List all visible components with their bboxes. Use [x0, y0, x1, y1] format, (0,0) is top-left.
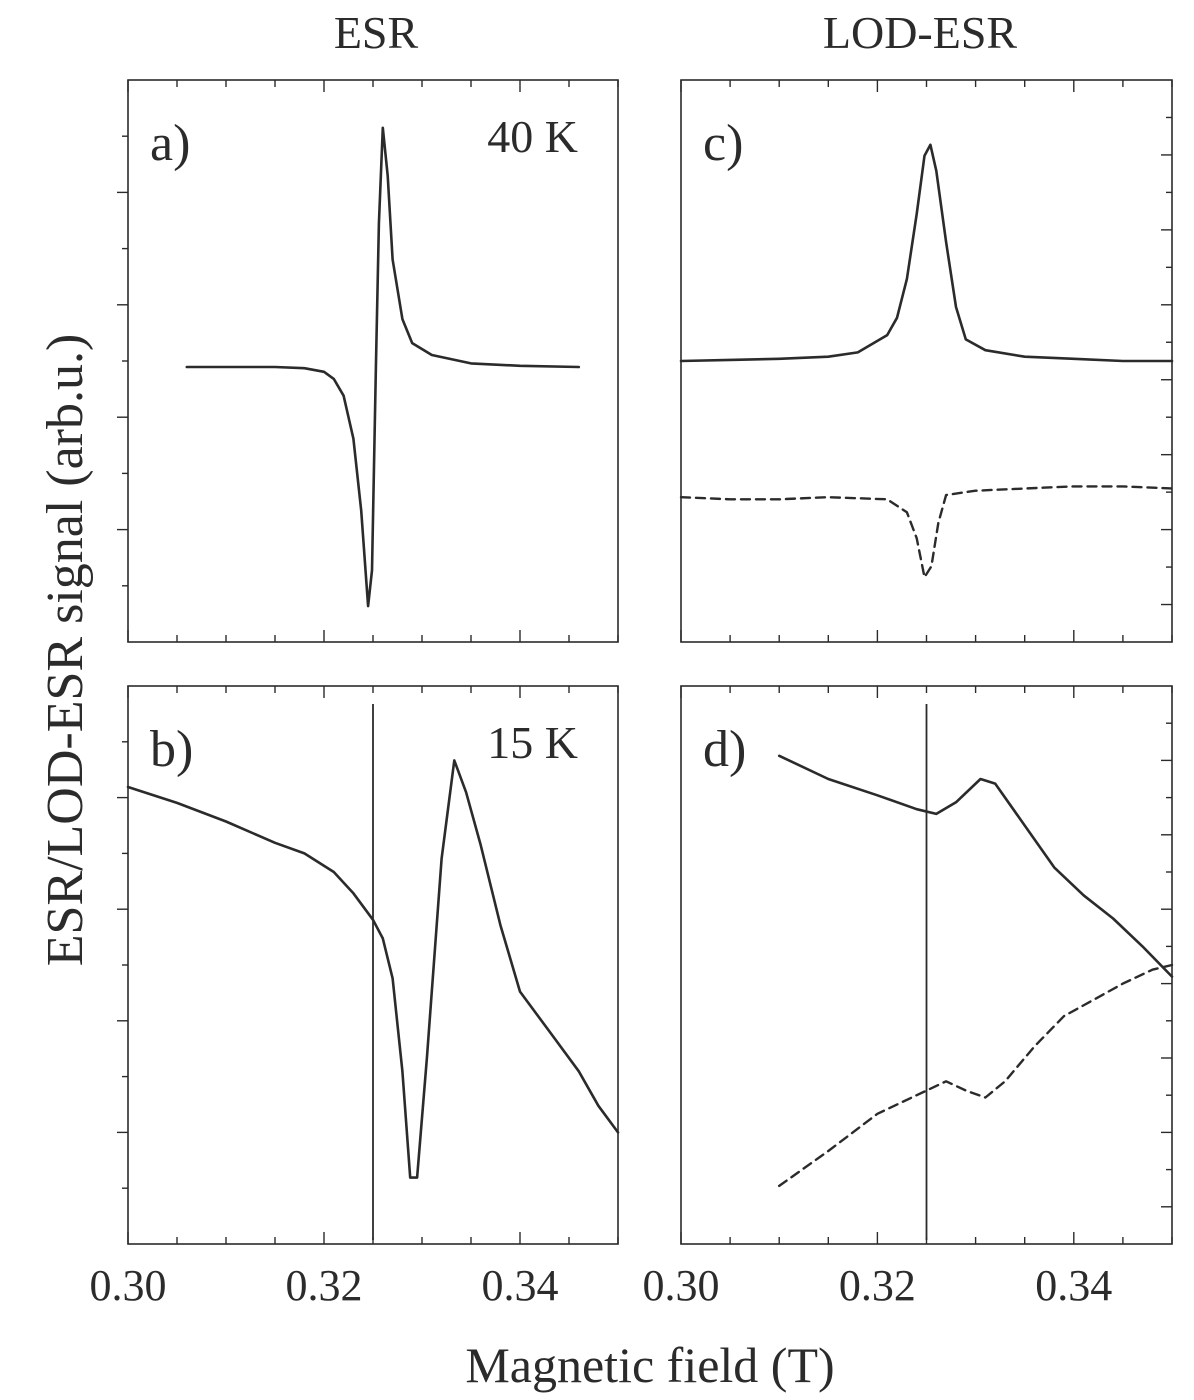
x-tick-label: 0.34: [482, 1261, 559, 1310]
x-tick-label: 0.32: [839, 1261, 916, 1310]
panel-c: c): [679, 79, 1174, 643]
panel-d: 0.30 0.32 0.34 d): [643, 685, 1174, 1310]
x-tick-label: 0.30: [90, 1261, 167, 1310]
panel-a: a) 40 K: [117, 79, 619, 643]
series-line-dashed: [679, 485, 1174, 579]
x-axis-label: Magnetic field (T): [465, 1337, 834, 1393]
x-tick-label: 0.30: [643, 1261, 720, 1310]
column-title-esr: ESR: [334, 7, 419, 58]
series-line-solid: [185, 126, 581, 608]
x-tick-label: 0.32: [286, 1261, 363, 1310]
panel-label: c): [703, 115, 743, 172]
series-line-solid: [679, 143, 1174, 363]
panel-b: 0.30 0.32 0.34 b) 15 K: [90, 685, 620, 1310]
panel-label: b): [150, 721, 193, 778]
temperature-label: 15 K: [487, 717, 578, 768]
series-line-solid: [777, 754, 1174, 978]
column-title-lod-esr: LOD-ESR: [823, 7, 1018, 58]
panel-label: d): [703, 721, 746, 778]
panel-label: a): [150, 115, 190, 172]
temperature-label: 40 K: [487, 111, 578, 162]
y-axis-label: ESR/LOD-ESR signal (arb.u.): [37, 334, 94, 967]
series-line-solid: [126, 759, 620, 1179]
x-tick-label: 0.34: [1035, 1261, 1112, 1310]
series-line-dashed: [778, 963, 1174, 1188]
